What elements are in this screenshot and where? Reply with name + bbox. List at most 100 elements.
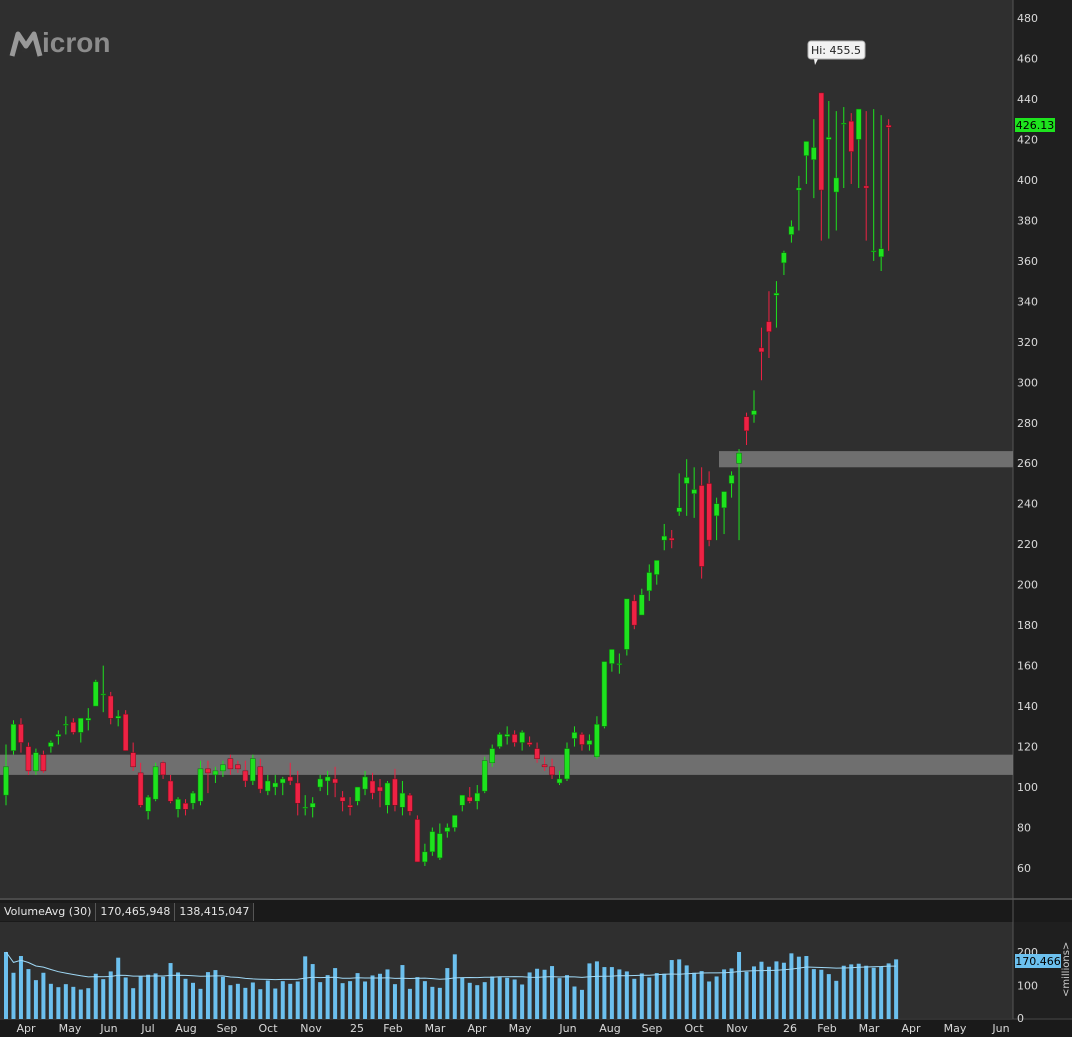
volume-bar[interactable] — [415, 977, 420, 1019]
candle[interactable] — [474, 785, 480, 810]
volume-bar[interactable] — [609, 967, 614, 1019]
candle[interactable] — [870, 109, 877, 261]
volume-bar[interactable] — [632, 978, 637, 1019]
volume-bar[interactable] — [475, 985, 480, 1019]
volume-bar[interactable] — [744, 971, 749, 1019]
candle[interactable] — [377, 778, 383, 808]
candle[interactable] — [683, 459, 690, 516]
candle[interactable] — [444, 823, 451, 838]
volume-bar[interactable] — [198, 988, 203, 1019]
candle[interactable] — [10, 720, 17, 755]
volume-bar[interactable] — [258, 989, 263, 1019]
candle[interactable] — [122, 710, 129, 751]
volume-bar[interactable] — [871, 967, 876, 1019]
candle[interactable] — [481, 756, 488, 794]
volume-bar[interactable] — [33, 980, 38, 1019]
candle[interactable] — [347, 797, 353, 816]
volume-bar[interactable] — [310, 964, 315, 1019]
candle[interactable] — [392, 768, 398, 812]
candle[interactable] — [93, 679, 99, 707]
volume-bar[interactable] — [819, 969, 824, 1019]
candle[interactable] — [601, 661, 608, 729]
volume-bar[interactable] — [579, 989, 584, 1019]
volume-bar[interactable] — [774, 961, 779, 1019]
candle[interactable] — [489, 744, 495, 767]
volume-bar[interactable] — [707, 981, 712, 1019]
volume-bar[interactable] — [796, 956, 801, 1019]
candle[interactable] — [878, 115, 884, 271]
candle[interactable] — [429, 827, 436, 856]
volume-bar[interactable] — [804, 956, 809, 1019]
volume-bar[interactable] — [273, 988, 278, 1019]
candle[interactable] — [332, 766, 338, 798]
candle[interactable] — [885, 119, 892, 251]
volume-bar[interactable] — [228, 985, 233, 1019]
candle[interactable] — [130, 742, 136, 771]
volume-bar[interactable] — [422, 981, 427, 1019]
candle[interactable] — [167, 774, 174, 804]
volume-bar[interactable] — [123, 977, 128, 1019]
candle[interactable] — [272, 774, 279, 796]
candle[interactable] — [339, 791, 346, 812]
volume-bar[interactable] — [594, 961, 599, 1019]
volume-bar[interactable] — [325, 975, 330, 1019]
candle[interactable] — [18, 718, 24, 753]
candle[interactable] — [571, 726, 578, 747]
volume-bar[interactable] — [288, 983, 293, 1019]
candle[interactable] — [467, 787, 473, 804]
candle[interactable] — [713, 497, 720, 541]
volume-bar[interactable] — [587, 963, 592, 1019]
volume-bar[interactable] — [572, 986, 577, 1019]
volume-bar[interactable] — [56, 987, 61, 1019]
candle[interactable] — [586, 734, 593, 751]
candle[interactable] — [78, 717, 84, 743]
volume-bar[interactable] — [183, 978, 188, 1019]
candle[interactable] — [85, 708, 92, 731]
volume-bar[interactable] — [482, 982, 487, 1019]
volume-bar[interactable] — [235, 983, 240, 1019]
candle[interactable] — [212, 766, 219, 783]
candle[interactable] — [452, 815, 458, 832]
candle[interactable] — [698, 467, 705, 579]
volume-bar[interactable] — [116, 957, 121, 1019]
volume-bar[interactable] — [602, 967, 607, 1019]
candle[interactable] — [137, 762, 144, 808]
candle[interactable] — [175, 797, 181, 818]
volume-bar[interactable] — [363, 981, 368, 1019]
volume-bar[interactable] — [86, 988, 91, 1019]
volume-bar[interactable] — [340, 983, 345, 1019]
candle[interactable] — [399, 780, 406, 816]
candle[interactable] — [33, 748, 39, 775]
candle[interactable] — [107, 691, 114, 725]
volume-bar[interactable] — [131, 988, 136, 1019]
volume-study-title[interactable]: VolumeAvg (30) — [0, 903, 97, 921]
volume-bar[interactable] — [527, 972, 532, 1019]
volume-bar[interactable] — [662, 973, 667, 1019]
candle[interactable] — [609, 649, 615, 672]
candle[interactable] — [624, 598, 630, 656]
candle[interactable] — [205, 760, 211, 794]
volume-bar[interactable] — [737, 952, 742, 1019]
volume-bar[interactable] — [146, 974, 151, 1019]
candle[interactable] — [227, 754, 234, 775]
volume-bar[interactable] — [93, 973, 98, 1019]
volume-bar[interactable] — [550, 966, 555, 1019]
volume-bar[interactable] — [11, 972, 16, 1019]
volume-bar[interactable] — [467, 982, 472, 1019]
volume-bar[interactable] — [138, 976, 143, 1019]
candle[interactable] — [160, 760, 166, 779]
candle[interactable] — [407, 793, 413, 816]
candle[interactable] — [414, 815, 421, 863]
volume-bar[interactable] — [879, 966, 884, 1019]
volume-bar[interactable] — [26, 969, 31, 1019]
volume-bar[interactable] — [639, 973, 644, 1019]
volume-bar[interactable] — [535, 968, 540, 1019]
candle[interactable] — [579, 732, 585, 751]
volume-bar[interactable] — [445, 968, 450, 1019]
candle[interactable] — [519, 730, 525, 751]
candle[interactable] — [362, 770, 368, 796]
volume-bar[interactable] — [303, 956, 308, 1019]
candle[interactable] — [863, 111, 869, 241]
volume-bar[interactable] — [392, 984, 397, 1019]
